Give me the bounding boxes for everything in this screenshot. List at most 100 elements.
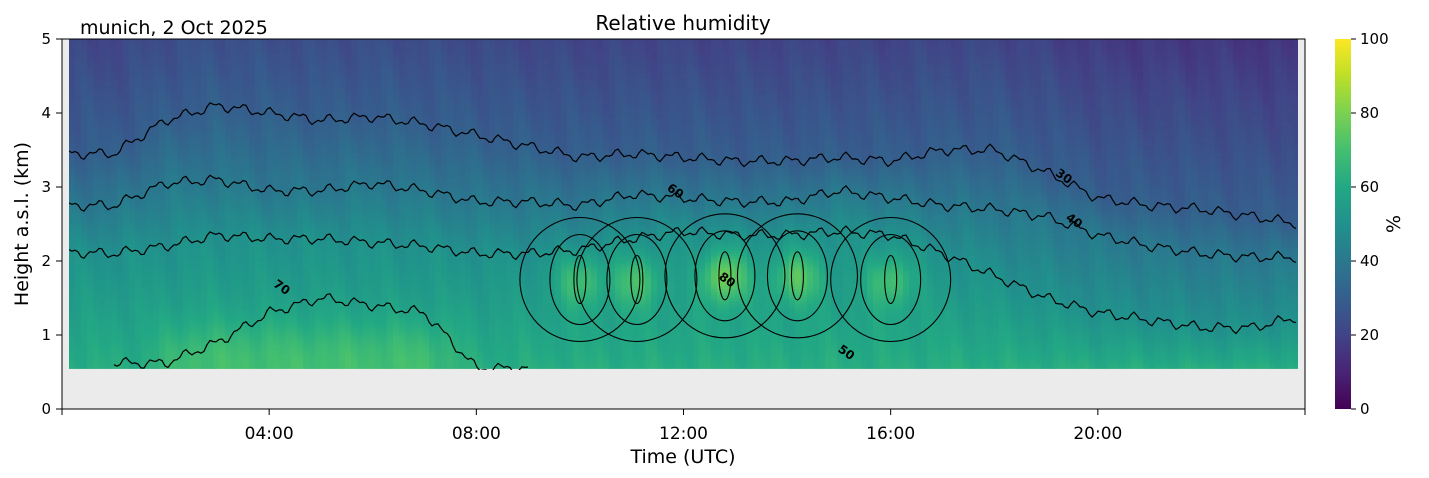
field-cell — [99, 119, 106, 124]
field-cell — [201, 365, 208, 369]
field-cell — [237, 42, 244, 47]
field-cell — [105, 161, 112, 165]
field-cell — [135, 320, 142, 325]
field-cell — [225, 273, 232, 278]
field-cell — [135, 81, 142, 85]
field-cell — [195, 353, 202, 358]
field-cell — [219, 261, 226, 266]
field-cell — [117, 288, 124, 292]
field-cell — [165, 167, 172, 171]
field-cell — [225, 241, 232, 245]
field-cell — [219, 229, 226, 233]
field-cell — [99, 244, 106, 248]
field-cell — [81, 81, 88, 85]
field-cell — [135, 116, 142, 121]
field-cell — [177, 187, 184, 192]
field-cell — [171, 359, 178, 363]
field-cell — [225, 318, 232, 322]
field-cell — [117, 42, 124, 47]
field-cell — [237, 78, 244, 82]
field-cell — [153, 81, 160, 85]
field-cell — [105, 279, 112, 284]
field-cell — [213, 137, 220, 141]
field-cell — [75, 264, 82, 269]
field-cell — [117, 78, 124, 82]
field-cell — [93, 190, 100, 195]
field-cell — [165, 72, 172, 76]
field-cell — [147, 338, 154, 343]
field-cell — [69, 137, 76, 141]
field-cell — [135, 238, 142, 242]
field-cell — [231, 255, 238, 260]
field-cell — [105, 356, 112, 361]
field-cell — [69, 309, 76, 313]
field-cell — [237, 211, 244, 215]
field-cell — [93, 42, 100, 47]
field-cell — [189, 335, 196, 340]
field-cell — [87, 143, 94, 147]
field-cell — [243, 291, 250, 295]
field-cell — [141, 318, 148, 322]
field-cell — [117, 181, 124, 186]
field-cell — [105, 60, 112, 65]
field-cell — [99, 306, 106, 310]
field-cell — [135, 104, 142, 109]
field-cell — [87, 45, 94, 50]
field-cell — [231, 306, 238, 310]
field-cell — [207, 158, 214, 162]
field-cell — [147, 282, 154, 287]
field-cell — [207, 172, 214, 177]
field-cell — [165, 75, 172, 79]
field-cell — [225, 81, 232, 85]
field-cell — [135, 205, 142, 210]
field-cell — [147, 72, 154, 76]
field-cell — [171, 329, 178, 334]
field-cell — [237, 140, 244, 144]
field-cell — [195, 45, 202, 50]
field-cell — [177, 75, 184, 79]
field-cell — [129, 276, 136, 281]
field-cell — [201, 140, 208, 144]
field-cell — [153, 75, 160, 79]
field-cell — [219, 146, 226, 150]
field-cell — [75, 39, 82, 44]
field-cell — [123, 75, 130, 79]
field-cell — [123, 167, 130, 171]
field-cell — [189, 214, 196, 218]
field-cell — [183, 155, 190, 159]
field-cell — [81, 167, 88, 171]
field-cell — [111, 211, 118, 215]
field-cell — [183, 217, 190, 221]
field-cell — [69, 359, 76, 363]
field-cell — [81, 161, 88, 165]
field-cell — [201, 309, 208, 313]
field-cell — [189, 220, 196, 224]
field-cell — [135, 264, 142, 269]
field-cell — [129, 350, 136, 355]
field-cell — [105, 202, 112, 207]
field-cell — [165, 93, 172, 97]
field-cell — [99, 164, 106, 168]
field-cell — [135, 45, 142, 50]
field-cell — [93, 318, 100, 322]
field-cell — [201, 235, 208, 239]
field-cell — [147, 255, 154, 260]
field-cell — [153, 353, 160, 358]
field-cell — [69, 300, 76, 304]
field-cell — [177, 300, 184, 304]
field-cell — [75, 42, 82, 47]
field-cell — [93, 359, 100, 363]
field-cell — [69, 107, 76, 112]
field-cell — [135, 113, 142, 118]
field-cell — [69, 258, 76, 263]
field-cell — [87, 208, 94, 213]
field-cell — [225, 282, 232, 287]
field-cell — [165, 318, 172, 322]
field-cell — [165, 193, 172, 198]
field-cell — [237, 356, 244, 361]
field-cell — [195, 323, 202, 328]
field-cell — [189, 341, 196, 346]
field-cell — [81, 84, 88, 88]
field-cell — [75, 181, 82, 186]
field-cell — [171, 261, 178, 266]
